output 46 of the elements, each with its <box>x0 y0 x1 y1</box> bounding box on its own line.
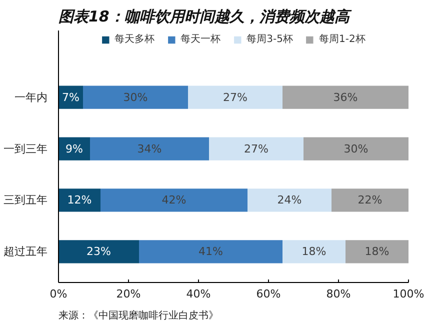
bar <box>332 188 408 212</box>
x-tick-label: 60% <box>256 288 281 300</box>
source-note: 来源：《中国现磨咖啡行业白皮书》 <box>58 310 218 322</box>
bar <box>58 188 100 212</box>
bar <box>209 137 304 160</box>
legend-label: 每天多杯 <box>114 32 155 46</box>
y-tick-label: 一年内 <box>14 90 48 104</box>
bar <box>83 86 188 109</box>
data-label: 18% <box>364 245 390 258</box>
data-label: 30% <box>123 90 148 104</box>
data-label: 27% <box>244 142 268 156</box>
bar <box>139 240 282 264</box>
data-label: 34% <box>137 142 162 156</box>
x-tick-label: 80% <box>326 288 351 300</box>
data-label: 18% <box>302 245 326 258</box>
legend-label: 每周3-5杯 <box>246 32 293 46</box>
legend-label: 每天一杯 <box>180 32 221 46</box>
data-label: 41% <box>198 245 223 258</box>
bar <box>282 240 346 264</box>
data-label: 27% <box>223 90 248 104</box>
y-tick-label: 超过五年 <box>4 245 48 258</box>
y-tick-label: 三到五年 <box>4 194 48 207</box>
bar <box>304 137 408 160</box>
data-label: 9% <box>66 142 83 156</box>
y-tick-label: 一到三年 <box>4 142 48 156</box>
chart-title: 图表18：咖啡饮用时间越久，消费频次越高 <box>58 8 352 26</box>
data-label: 7% <box>62 90 80 104</box>
data-label: 12% <box>67 194 92 207</box>
bar <box>90 137 209 160</box>
data-label: 23% <box>86 245 111 258</box>
data-label: 42% <box>162 194 186 207</box>
data-label: 36% <box>333 90 358 104</box>
x-tick-label: 0% <box>50 288 68 300</box>
data-label: 24% <box>277 194 302 207</box>
x-tick-label: 40% <box>186 288 211 300</box>
bar <box>58 240 139 264</box>
x-tick-label: 20% <box>116 288 141 300</box>
x-tick-label: 100% <box>392 288 424 300</box>
bar <box>248 188 332 212</box>
data-label: 22% <box>358 194 382 207</box>
bar <box>188 86 282 109</box>
bar <box>282 86 408 109</box>
bar <box>346 240 408 264</box>
data-label: 30% <box>344 142 368 156</box>
legend-label: 每周1-2杯 <box>319 32 366 46</box>
bar <box>100 188 248 212</box>
